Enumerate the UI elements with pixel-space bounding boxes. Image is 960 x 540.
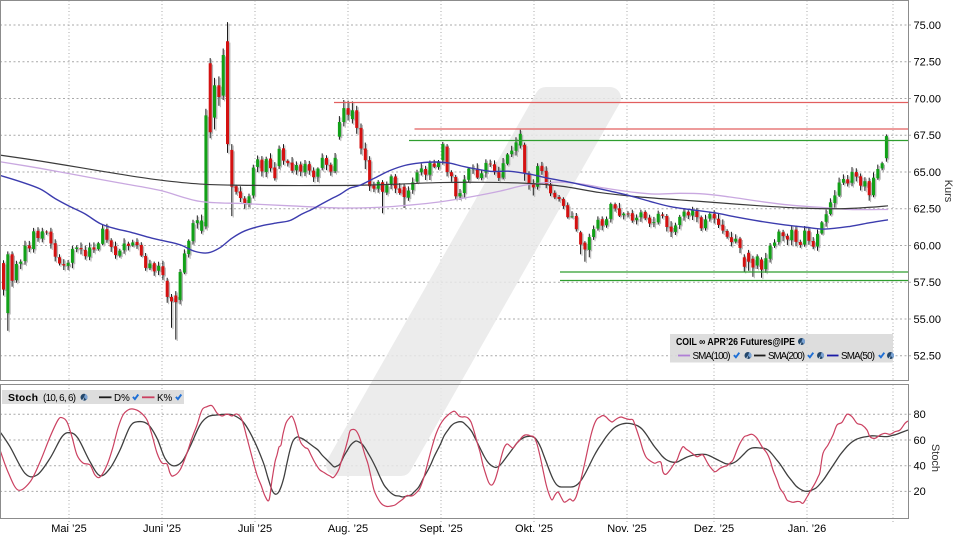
svg-text:(10, 6, 6): (10, 6, 6): [43, 393, 76, 404]
svg-text:62.50: 62.50: [914, 204, 942, 216]
svg-text:60: 60: [914, 435, 926, 447]
svg-text:75.00: 75.00: [914, 20, 942, 32]
svg-text:Sept. ’25: Sept. ’25: [419, 523, 462, 535]
svg-text:80: 80: [914, 409, 926, 421]
svg-text:Juli ’25: Juli ’25: [238, 523, 272, 535]
svg-text:Nov. ’25: Nov. ’25: [607, 523, 647, 535]
svg-text:SMA(50): SMA(50): [841, 351, 875, 362]
svg-text:65.00: 65.00: [914, 167, 942, 179]
svg-text:Stoch: Stoch: [8, 392, 38, 404]
svg-text:Mai ’25: Mai ’25: [51, 523, 86, 535]
svg-text:Kurs: Kurs: [942, 180, 954, 203]
svg-text:40: 40: [914, 461, 926, 473]
svg-text:Okt. ’25: Okt. ’25: [515, 523, 553, 535]
svg-text:72.50: 72.50: [914, 57, 942, 69]
svg-text:55.00: 55.00: [914, 314, 942, 326]
svg-text:67.50: 67.50: [914, 130, 942, 142]
svg-text:K%: K%: [157, 393, 173, 404]
svg-text:60.00: 60.00: [914, 240, 942, 252]
svg-text:D%: D%: [114, 393, 130, 404]
svg-text:Dez. ’25: Dez. ’25: [694, 523, 734, 535]
svg-text:Aug. ’25: Aug. ’25: [328, 523, 368, 535]
svg-text:SMA(200): SMA(200): [768, 351, 805, 362]
svg-text:70.00: 70.00: [914, 93, 942, 105]
svg-text:20: 20: [914, 486, 926, 498]
svg-text:Jan. ’26: Jan. ’26: [788, 523, 827, 535]
svg-text:Stoch: Stoch: [929, 444, 941, 472]
svg-text:Juni ’25: Juni ’25: [143, 523, 181, 535]
svg-text:COIL ∞ APR’26 Futures@IPE: COIL ∞ APR’26 Futures@IPE: [676, 337, 795, 348]
svg-text:SMA(100): SMA(100): [693, 351, 731, 362]
svg-text:52.50: 52.50: [914, 351, 942, 363]
svg-text:57.50: 57.50: [914, 277, 942, 289]
